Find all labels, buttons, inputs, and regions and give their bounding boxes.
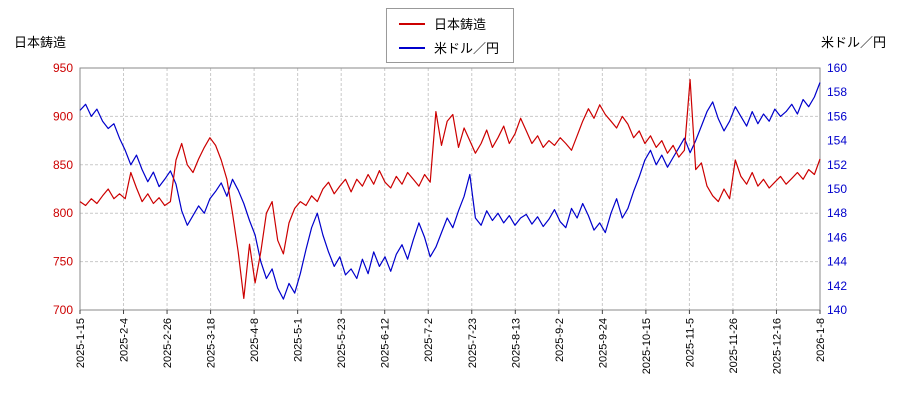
right-axis-tick-label: 146: [827, 230, 847, 244]
left-axis-tick-label: 800: [53, 206, 73, 220]
x-tick-label: 2025-5-23: [336, 318, 348, 368]
right-axis-tick-label: 152: [827, 158, 847, 172]
blue-line-swatch-icon: [398, 46, 425, 49]
legend-item-stock: 日本鋳造: [398, 14, 499, 33]
right-axis-tick-label: 142: [827, 279, 847, 293]
right-axis-tick-label: 144: [827, 255, 847, 269]
x-tick-label: 2025-6-12: [380, 318, 392, 368]
x-tick-label: 2025-7-2: [423, 318, 435, 362]
x-tick-label: 2026-1-8: [815, 318, 827, 362]
x-tick-label: 2025-10-15: [641, 318, 653, 374]
left-axis-tick-label: 900: [53, 109, 73, 123]
right-axis-tick-label: 150: [827, 182, 847, 196]
legend-item-usdjpy: 米ドル／円: [398, 38, 500, 57]
x-tick-label: 2025-11-26: [728, 318, 740, 373]
x-tick-label: 2025-3-18: [206, 318, 218, 368]
legend: 日本鋳造 米ドル／円: [385, 8, 515, 63]
right-axis-tick-label: 156: [827, 109, 847, 123]
x-tick-label: 2025-11-5: [684, 318, 696, 367]
x-tick-label: 2025-8-13: [510, 318, 522, 368]
right-axis-tick-label: 154: [827, 134, 847, 148]
x-tick-label: 2025-1-15: [75, 318, 87, 368]
left-axis-tick-label: 750: [53, 255, 73, 269]
left-axis-tick-label: 850: [53, 158, 73, 172]
series-line-usdjpy: [79, 82, 821, 300]
right-axis-tick-label: 158: [827, 85, 847, 99]
left-axis-title: 日本鋳造: [14, 35, 67, 50]
left-axis-tick-label: 950: [53, 61, 73, 75]
x-tick-label: 2025-4-8: [249, 318, 261, 362]
series-line-stock: [79, 78, 821, 299]
right-axis-tick-label: 160: [827, 61, 847, 75]
right-axis-tick-label: 148: [827, 206, 847, 220]
x-tick-label: 2025-12-16: [771, 318, 783, 374]
x-tick-label: 2025-9-24: [597, 318, 609, 368]
x-tick-label: 2025-2-4: [119, 318, 131, 362]
left-axis-tick-label: 700: [53, 303, 73, 317]
right-axis-title: 米ドル／円: [820, 35, 886, 50]
x-tick-label: 2025-9-2: [554, 318, 566, 362]
plot-border: [79, 67, 821, 311]
x-tick-label: 2025-7-23: [467, 318, 479, 368]
x-tick-label: 2025-5-1: [293, 318, 305, 362]
x-tick-label: 2025-2-26: [162, 318, 174, 368]
legend-label-usdjpy: 米ドル／円: [433, 41, 500, 56]
legend-label-stock: 日本鋳造: [433, 17, 487, 32]
right-axis-tick-label: 140: [827, 303, 847, 317]
red-line-swatch-icon: [398, 22, 425, 25]
